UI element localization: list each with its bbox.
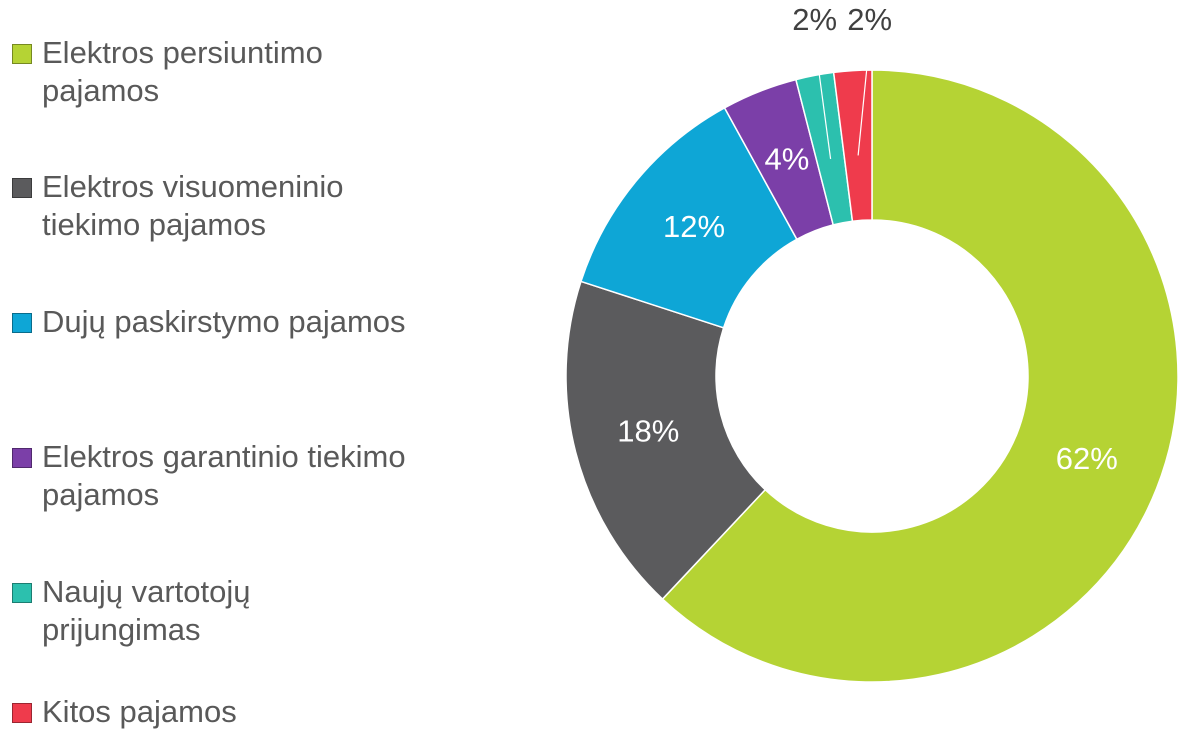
data-label: 18% [617, 414, 679, 449]
legend-swatch [12, 178, 32, 198]
legend-swatch [12, 583, 32, 603]
legend-swatch [12, 313, 32, 333]
leader-line [814, 39, 832, 159]
donut-slice [661, 69, 1179, 683]
legend-label: Naujų vartotojų prijungimas [42, 574, 251, 647]
legend-label: Elektros visuomeninio tiekimo pajamos [42, 169, 344, 242]
legend-item: Kitos pajamos [12, 693, 412, 731]
legend-item: Naujų vartotojų prijungimas [12, 573, 412, 649]
data-label: 4% [765, 141, 810, 176]
leader-line [857, 39, 871, 156]
donut-slice [565, 280, 767, 601]
data-label: 62% [1056, 441, 1118, 476]
legend-label: Dujų paskirstymo pajamos [42, 304, 406, 339]
legend-label: Kitos pajamos [42, 694, 237, 729]
legend-swatch [12, 703, 32, 723]
data-label: 2% [847, 2, 892, 37]
legend-label: Elektros garantinio tiekimo pajamos [42, 439, 406, 512]
legend-swatch [12, 44, 32, 64]
legend-item: Elektros visuomeninio tiekimo pajamos [12, 168, 412, 244]
legend-label: Elektros persiuntimo pajamos [42, 35, 323, 108]
legend-item: Elektros persiuntimo pajamos [12, 34, 412, 110]
legend-item: Elektros garantinio tiekimo pajamos [12, 438, 412, 514]
legend-item: Dujų paskirstymo pajamos [12, 303, 412, 341]
data-label: 12% [663, 209, 725, 244]
data-label: 2% [792, 2, 837, 37]
legend: Elektros persiuntimo pajamos Elektros vis… [0, 0, 440, 740]
legend-swatch [12, 448, 32, 468]
